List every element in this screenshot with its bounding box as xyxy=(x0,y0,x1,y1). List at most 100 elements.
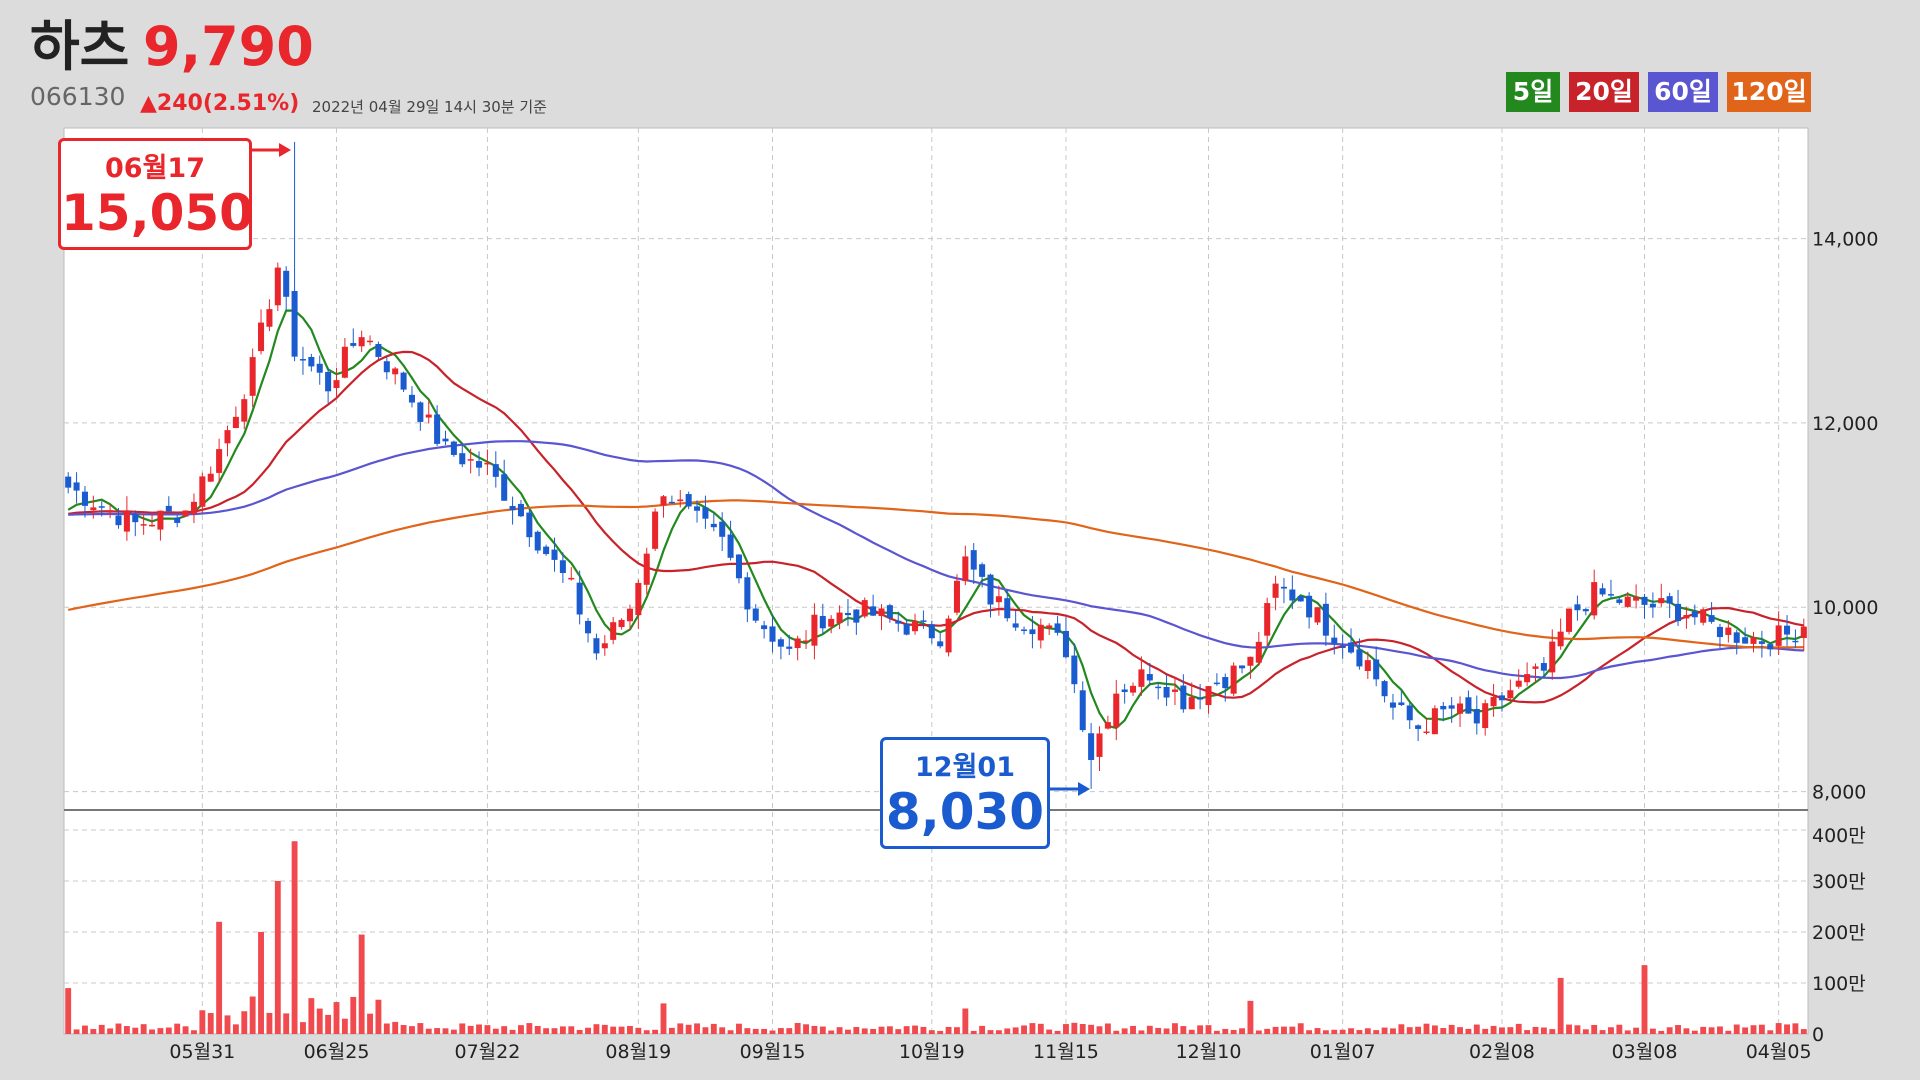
candle-body xyxy=(1331,637,1338,644)
candle-body xyxy=(668,501,675,504)
volume-tick-label: 400만 xyxy=(1812,825,1866,847)
candle-body xyxy=(643,553,650,585)
volume-bar xyxy=(719,1027,726,1034)
legend-60day[interactable]: 60일 xyxy=(1648,72,1718,112)
candle-body xyxy=(157,510,164,530)
legend-120day[interactable]: 120일 xyxy=(1727,72,1811,112)
volume-bar xyxy=(1784,1024,1790,1034)
candle-body xyxy=(543,546,550,555)
legend-20day[interactable]: 20일 xyxy=(1569,72,1639,112)
volume-bar xyxy=(165,1027,172,1034)
candle-body xyxy=(1784,625,1791,635)
candle-body xyxy=(442,438,449,442)
candle-body xyxy=(1524,674,1531,683)
candle-body xyxy=(912,620,919,632)
volume-bar xyxy=(803,1024,809,1034)
volume-bar xyxy=(492,1028,499,1034)
volume-bar xyxy=(115,1023,122,1034)
candle-body xyxy=(1155,686,1162,689)
volume-bar xyxy=(526,1023,533,1034)
low-callout: 12월01 8,030 xyxy=(880,737,1050,849)
candle-body xyxy=(828,618,835,627)
candle-body xyxy=(811,614,818,646)
candle-body xyxy=(1230,665,1237,694)
volume-bar xyxy=(1524,1030,1531,1034)
low-arrow-head xyxy=(1078,782,1090,796)
candle-body xyxy=(786,646,793,649)
candle-body xyxy=(727,534,734,558)
volume-bar xyxy=(1029,1023,1036,1034)
volume-bar xyxy=(409,1026,415,1034)
candle-body xyxy=(1280,586,1287,589)
volume-bar xyxy=(1742,1027,1749,1034)
volume-bar xyxy=(1213,1030,1220,1034)
volume-bar xyxy=(736,1023,742,1034)
candle-body xyxy=(618,619,625,628)
candle-body xyxy=(1373,659,1380,680)
volume-bar xyxy=(132,1027,139,1034)
volume-bar xyxy=(1708,1027,1715,1034)
price-tick-label: 10,000 xyxy=(1812,597,1878,619)
candle-body xyxy=(1691,611,1698,618)
candle-body xyxy=(685,494,692,507)
candle-body xyxy=(199,476,206,507)
candle-body xyxy=(937,641,944,647)
volume-tick-label: 0 xyxy=(1812,1024,1824,1046)
candle-body xyxy=(979,564,986,577)
candle-body xyxy=(819,615,826,629)
volume-bars xyxy=(65,841,1807,1034)
candle-body xyxy=(626,608,633,622)
candle-body xyxy=(1322,603,1329,636)
candle-body xyxy=(1624,596,1631,607)
volume-tick-label: 300만 xyxy=(1812,871,1866,893)
volume-bar xyxy=(928,1030,935,1034)
volume-bar xyxy=(1331,1029,1338,1034)
candle-body xyxy=(735,554,742,579)
candle-body xyxy=(1540,663,1547,671)
candle-body xyxy=(903,623,910,635)
candle-body xyxy=(551,549,558,560)
legend-5day[interactable]: 5일 xyxy=(1506,72,1560,112)
volume-bar xyxy=(300,1022,306,1034)
candle-body xyxy=(115,515,122,526)
volume-bar xyxy=(1264,1028,1271,1034)
volume-bar xyxy=(1658,1030,1665,1034)
candle-body xyxy=(140,524,147,526)
candle-body xyxy=(316,363,323,373)
candle-body xyxy=(1515,680,1522,687)
candle-body xyxy=(1415,725,1422,729)
high-value: 15,050 xyxy=(61,184,254,242)
volume-bar xyxy=(1046,1029,1053,1034)
volume-bar xyxy=(895,1029,902,1034)
candle-body xyxy=(861,600,868,617)
volume-bar xyxy=(1247,1000,1254,1034)
candle-body xyxy=(710,523,717,528)
volume-bar xyxy=(1322,1030,1329,1034)
volume-bar xyxy=(551,1028,558,1034)
price-change: ▲240(2.51%) xyxy=(140,91,300,116)
volume-tick-label: 100만 xyxy=(1812,973,1866,995)
volume-bar xyxy=(1381,1027,1388,1034)
candle-body xyxy=(1272,583,1279,598)
volume-bar xyxy=(123,1026,130,1034)
candle-body xyxy=(761,625,768,630)
candle-body xyxy=(190,501,197,515)
candle-body xyxy=(249,357,256,396)
candle-body xyxy=(165,505,172,512)
volume-bar xyxy=(1608,1027,1614,1034)
stock-code: 066130 xyxy=(30,82,126,111)
candle-body xyxy=(1633,597,1640,601)
volume-bar xyxy=(1230,1029,1237,1034)
candle-body xyxy=(1700,609,1707,623)
volume-bar xyxy=(853,1026,860,1034)
volume-bar xyxy=(1364,1028,1371,1034)
candle-body xyxy=(1163,686,1170,698)
volume-bar xyxy=(685,1024,692,1034)
candle-body xyxy=(450,441,457,455)
candle-body xyxy=(1171,689,1178,692)
candle-body xyxy=(610,622,617,640)
candle-body xyxy=(593,638,600,654)
volume-bar xyxy=(1255,1030,1262,1034)
volume-bar xyxy=(174,1023,181,1034)
ma-line-60일 xyxy=(68,440,1804,680)
